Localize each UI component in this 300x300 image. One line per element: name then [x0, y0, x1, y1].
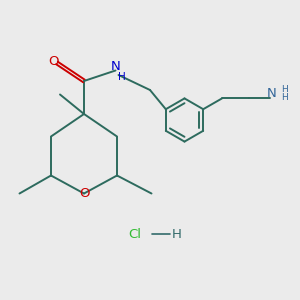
Text: N: N — [267, 87, 276, 101]
Text: H: H — [118, 71, 126, 82]
Text: H: H — [172, 227, 182, 241]
Text: H: H — [281, 85, 288, 94]
Text: Cl: Cl — [128, 227, 142, 241]
Text: H: H — [281, 93, 288, 102]
Text: O: O — [79, 187, 89, 200]
Text: N: N — [111, 60, 120, 74]
Text: O: O — [49, 55, 59, 68]
